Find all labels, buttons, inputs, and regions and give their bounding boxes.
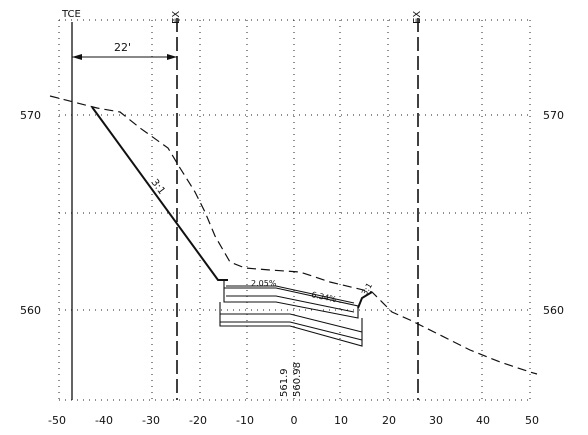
y-label-right-570: 570 (543, 109, 564, 122)
x-label-8: 20 (382, 414, 396, 427)
x-label-7: 10 (334, 414, 348, 427)
elevation-label-2: 560.98 (292, 362, 303, 397)
pavement-section (219, 280, 363, 347)
dimension-label: 22' (114, 41, 131, 54)
x-label-6: 0 (291, 414, 298, 427)
x-axis-labels: -50 -40 -30 -20 -10 0 10 20 30 40 50 (48, 414, 539, 427)
horizontal-grid (59, 19, 530, 401)
tce-label: TCE (61, 9, 81, 20)
x-label-5: -10 (236, 414, 254, 427)
elevation-label-1: 561.9 (279, 368, 290, 397)
y-label-left-570: 570 (20, 109, 41, 122)
vertical-grid (58, 20, 531, 400)
y-label-right-560: 560 (543, 304, 564, 317)
slope-label-main: 3:1 (149, 177, 167, 196)
x-label-4: -20 (189, 414, 207, 427)
y-label-left-560: 560 (20, 304, 41, 317)
x-label-11: 50 (525, 414, 539, 427)
slope-label-right: 3:1 (360, 281, 374, 297)
ex-label-right: EX (412, 11, 423, 24)
ex-label-left: EX (171, 11, 182, 24)
proposed-slope-line (91, 106, 228, 281)
x-label-1: -50 (48, 414, 66, 427)
dimension-22 (72, 54, 177, 60)
x-label-3: -30 (142, 414, 160, 427)
cross-slope-right-label: 6.34% (311, 290, 338, 304)
x-label-2: -40 (95, 414, 113, 427)
existing-ground-line (49, 95, 538, 375)
x-label-10: 40 (476, 414, 490, 427)
right-slope-line (357, 291, 373, 309)
cross-slope-left-label: 2.05% (251, 279, 277, 288)
x-label-9: 30 (429, 414, 443, 427)
